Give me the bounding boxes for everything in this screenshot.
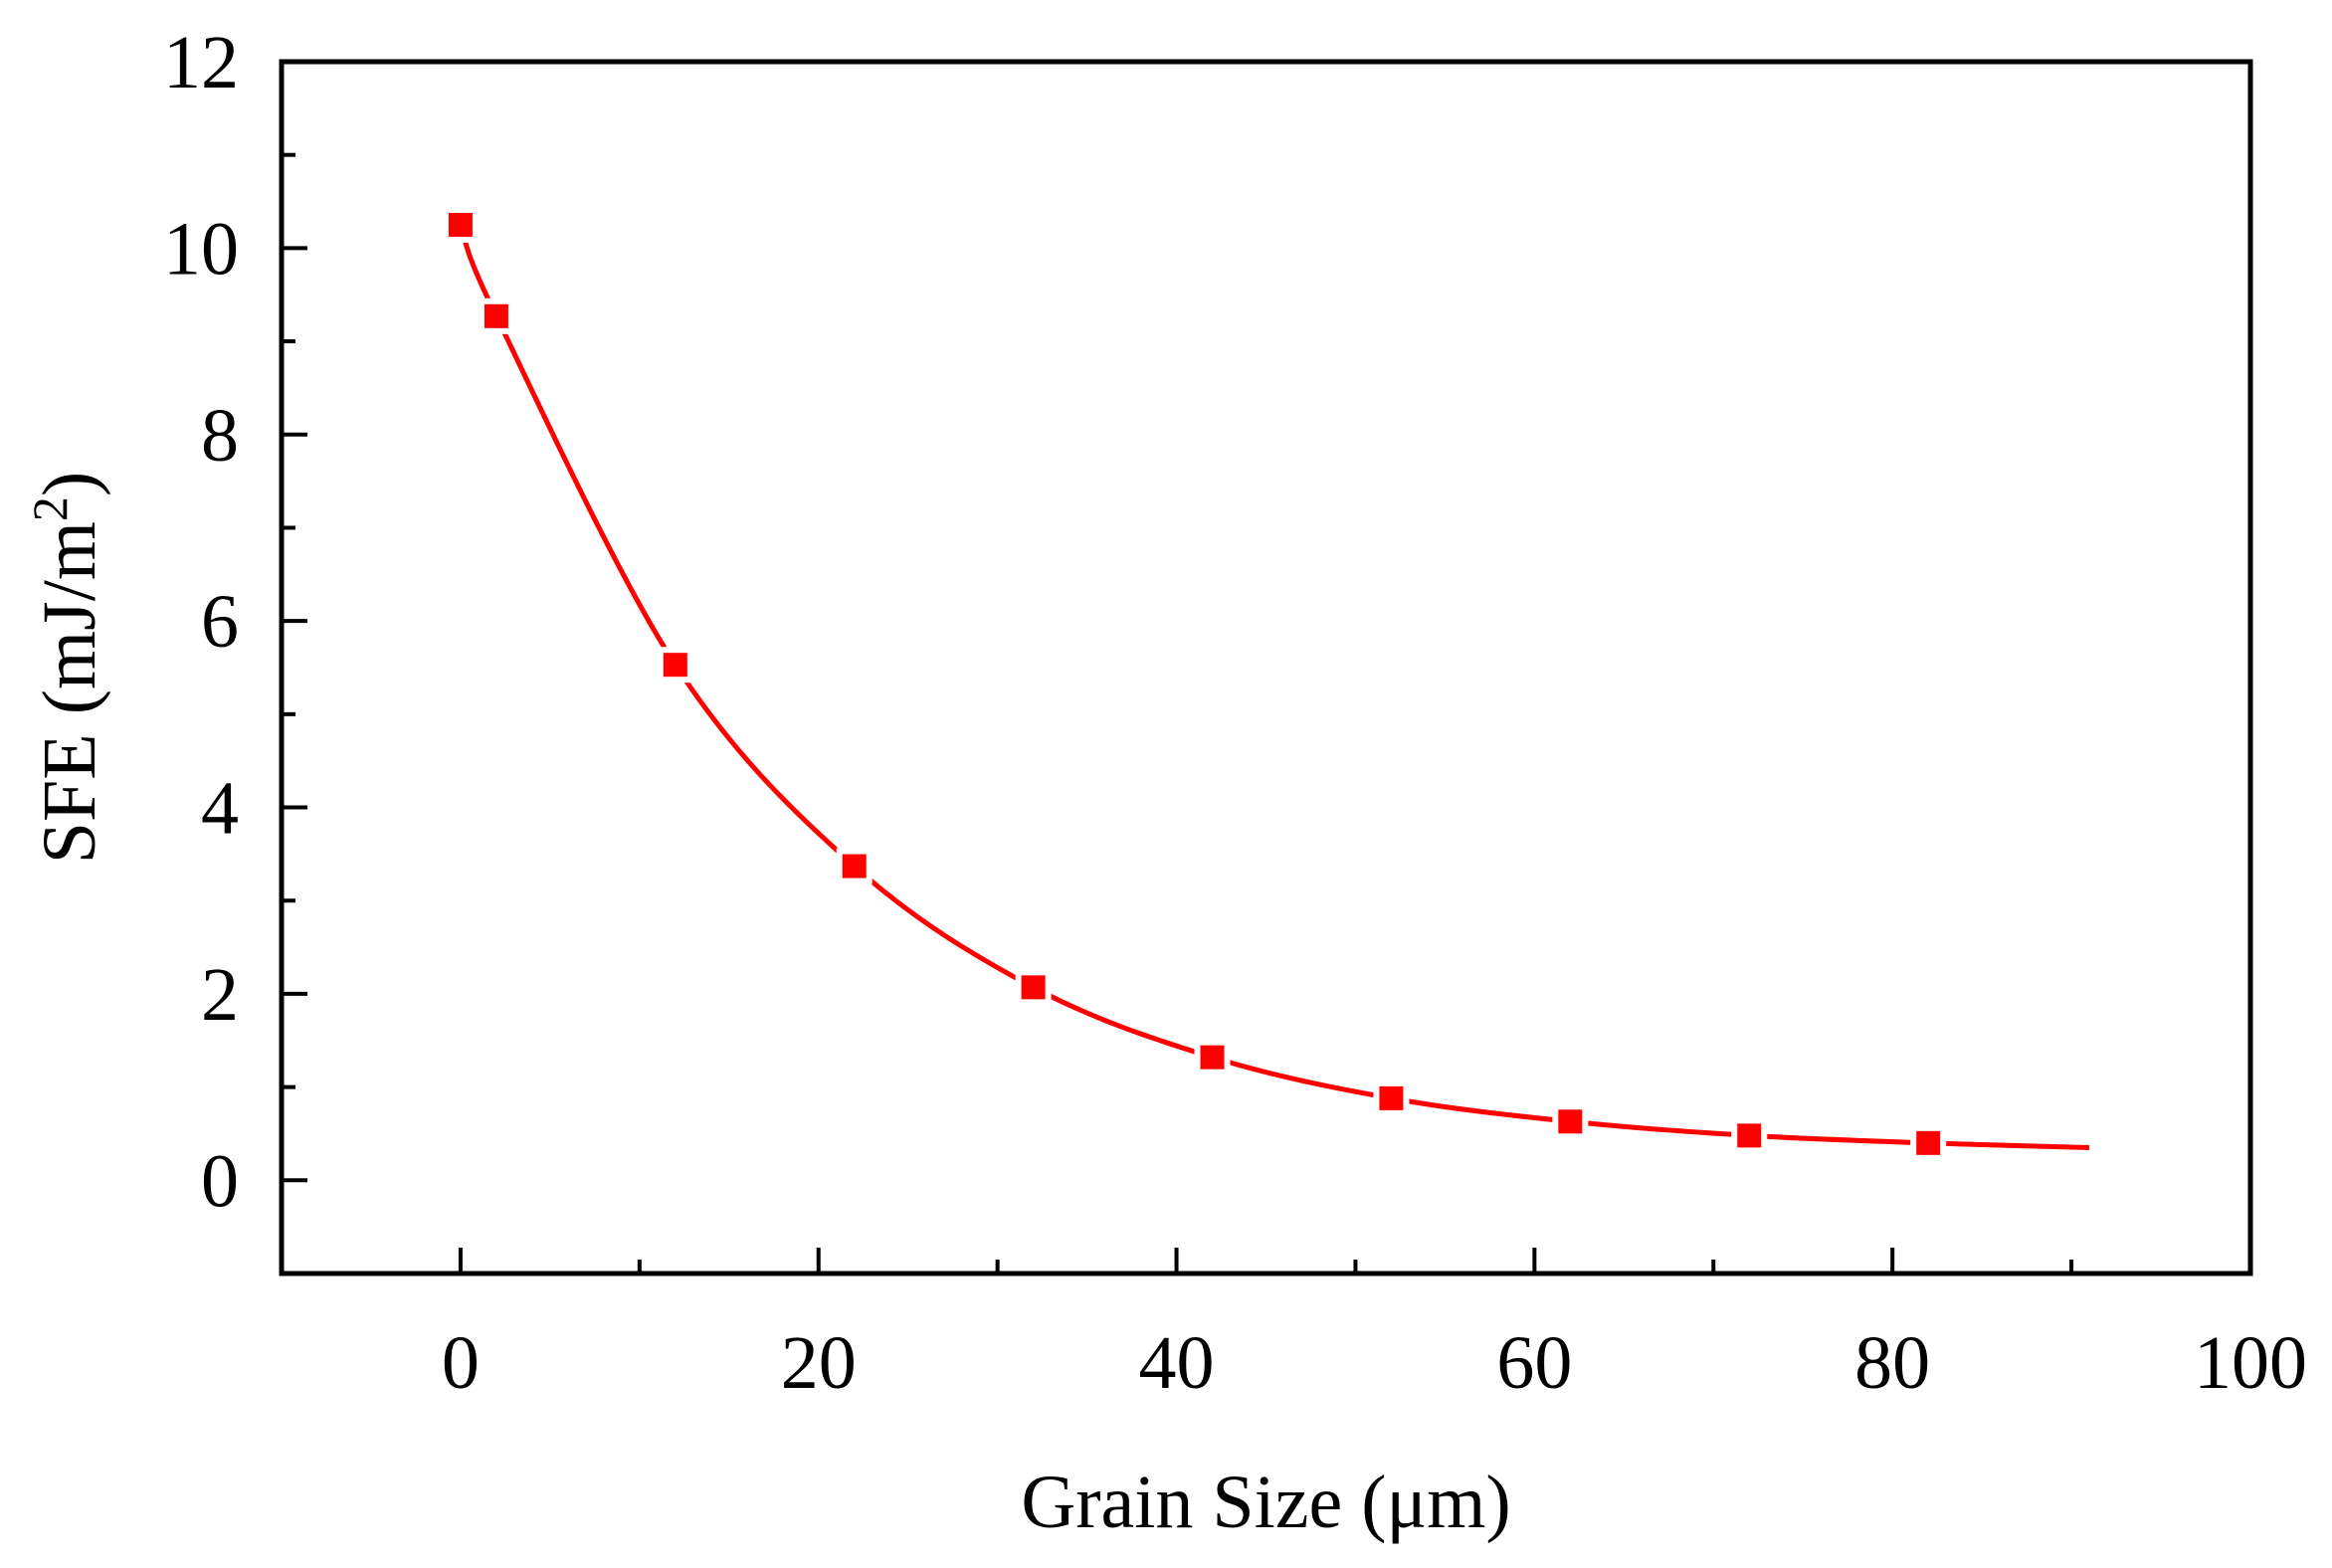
x-tick-label-20: 20 bbox=[781, 1321, 857, 1405]
x-axis-tick-labels: 0 20 40 60 80 100 bbox=[442, 1321, 2307, 1405]
y-tick-label-8: 8 bbox=[201, 394, 239, 478]
y-axis-label-close: ) bbox=[28, 472, 111, 496]
x-axis-ticks bbox=[458, 1248, 2252, 1274]
data-point-4 bbox=[1021, 975, 1046, 1000]
y-tick-label-0: 0 bbox=[201, 1139, 239, 1223]
x-tick-label-0: 0 bbox=[442, 1321, 480, 1405]
fit-curve-0 bbox=[458, 224, 2090, 1151]
data-point-5 bbox=[1200, 1045, 1225, 1070]
data-point-8 bbox=[1737, 1123, 1762, 1148]
marker-layer bbox=[442, 206, 1947, 1161]
y-tick-label-6: 6 bbox=[201, 580, 239, 664]
y-axis-label-main: SFE (mJ/m bbox=[28, 521, 111, 864]
plot-frame bbox=[279, 59, 2253, 1276]
fit-curve-layer bbox=[458, 224, 2090, 1151]
x-tick-label-60: 60 bbox=[1496, 1321, 1572, 1405]
data-point-6 bbox=[1379, 1085, 1404, 1110]
y-axis-ticks bbox=[282, 60, 307, 1275]
y-axis-tick-labels: 0 2 4 6 8 10 12 bbox=[163, 21, 239, 1223]
data-point-0 bbox=[448, 212, 473, 237]
data-point-3 bbox=[842, 854, 867, 879]
y-axis-label: SFE (mJ/m2) bbox=[22, 472, 111, 865]
y-tick-label-4: 4 bbox=[201, 767, 239, 851]
data-point-9 bbox=[1916, 1130, 1941, 1155]
y-tick-label-10: 10 bbox=[163, 207, 239, 291]
data-point-7 bbox=[1558, 1109, 1583, 1134]
y-axis-label-superscript: 2 bbox=[22, 496, 78, 521]
x-tick-label-100: 100 bbox=[2194, 1321, 2307, 1405]
y-tick-label-12: 12 bbox=[163, 21, 239, 104]
x-axis-label: Grain Size (μm) bbox=[1021, 1461, 1510, 1544]
y-tick-label-2: 2 bbox=[201, 953, 239, 1037]
x-tick-label-80: 80 bbox=[1854, 1321, 1930, 1405]
x-tick-label-40: 40 bbox=[1139, 1321, 1215, 1405]
data-point-1 bbox=[484, 303, 508, 328]
data-point-2 bbox=[663, 653, 687, 678]
